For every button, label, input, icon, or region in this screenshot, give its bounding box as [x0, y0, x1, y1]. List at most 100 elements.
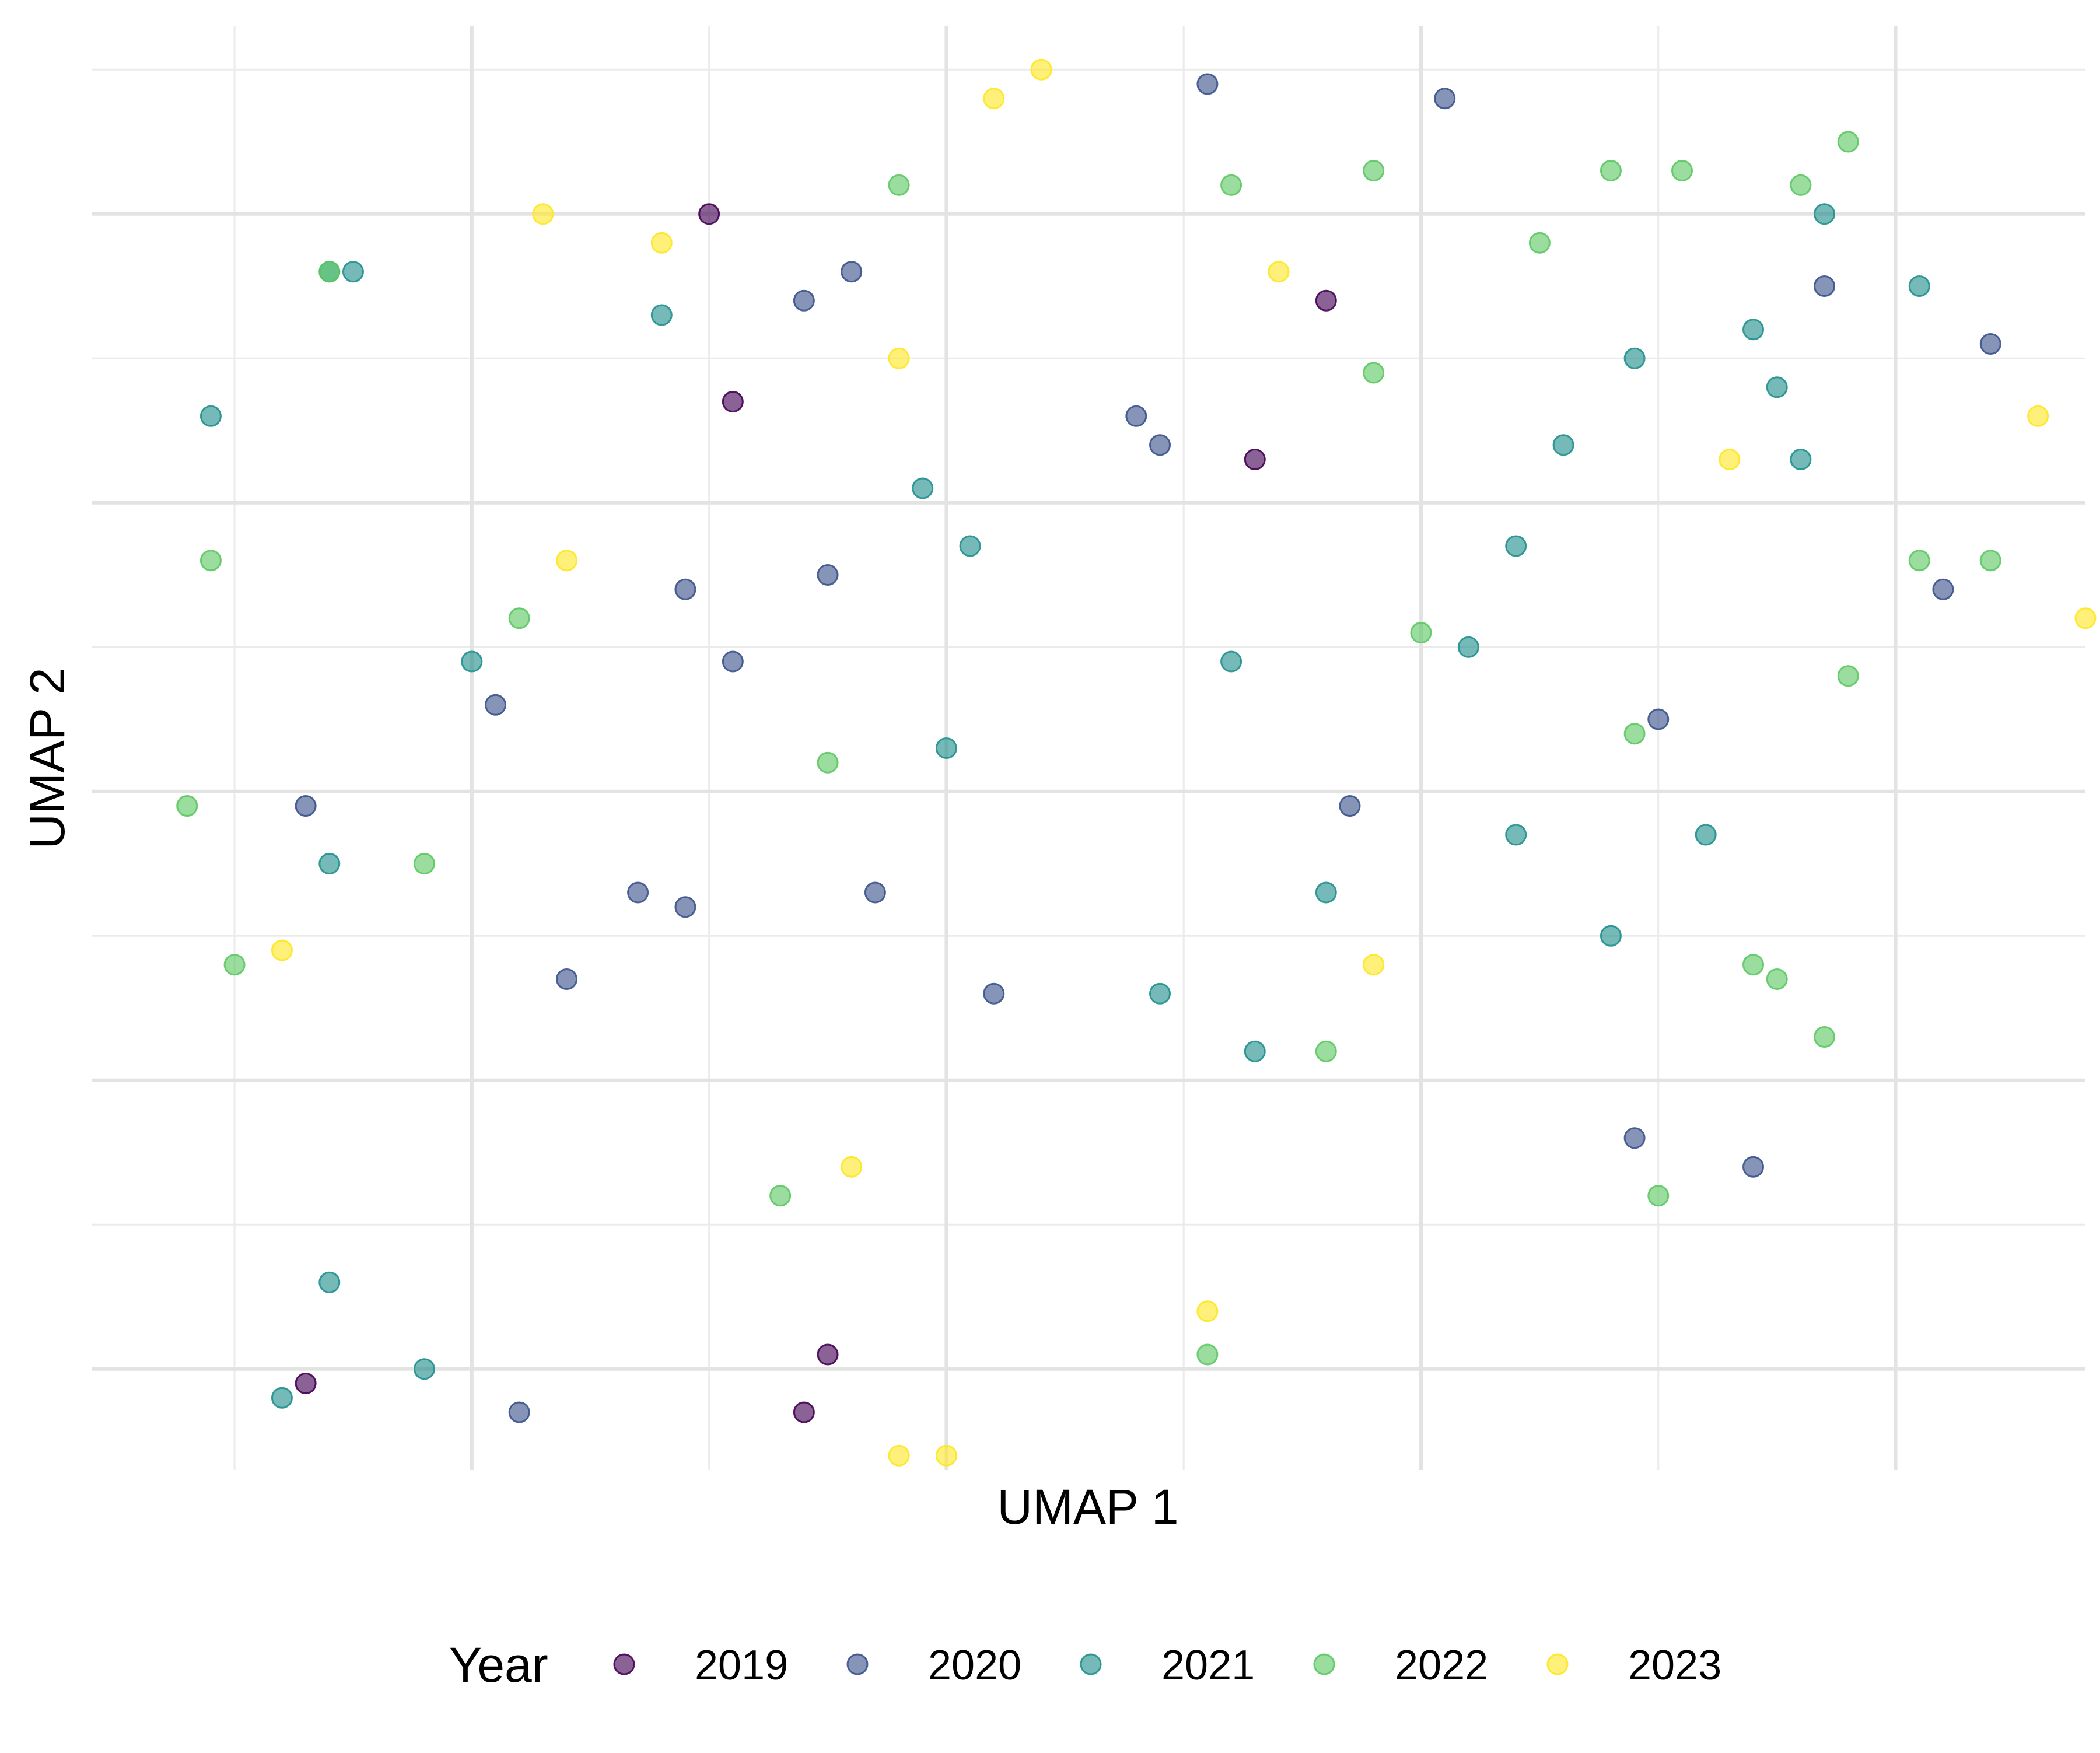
point-2021	[200, 405, 222, 427]
point-2020	[627, 881, 649, 904]
point-2022	[414, 853, 435, 874]
point-2022	[1528, 232, 1550, 254]
point-2021	[650, 304, 673, 326]
legend-item-2021: 2021	[1080, 1642, 1255, 1689]
point-2021	[1552, 434, 1574, 456]
legend-item-2023: 2023	[1546, 1642, 1721, 1689]
point-2020	[1814, 275, 1836, 297]
point-2021	[461, 650, 483, 673]
point-2022	[1837, 665, 1859, 687]
legend-item-2019: 2019	[613, 1642, 788, 1689]
point-2022	[1315, 1040, 1337, 1062]
point-2019	[295, 1373, 317, 1394]
point-2021	[1908, 275, 1930, 297]
legend-label: 2023	[1628, 1642, 1721, 1689]
point-2022	[1790, 174, 1812, 196]
legend-swatch	[846, 1653, 869, 1675]
point-2019	[722, 391, 744, 412]
point-2023	[935, 1444, 957, 1467]
point-2020	[722, 650, 744, 673]
point-2023	[1196, 1300, 1219, 1322]
point-2021	[342, 261, 364, 283]
point-2023	[841, 1156, 863, 1178]
point-2023	[1363, 954, 1385, 976]
point-2022	[888, 174, 910, 196]
legend-title: Year	[449, 1637, 548, 1692]
point-2020	[1149, 434, 1171, 456]
point-2021	[1457, 636, 1479, 658]
point-2020	[864, 881, 886, 904]
point-2021	[1790, 449, 1812, 470]
point-2022	[1600, 160, 1622, 181]
point-2022	[1410, 622, 1432, 643]
point-2021	[1505, 824, 1527, 846]
point-2023	[2074, 607, 2096, 629]
point-2022	[1979, 550, 2001, 572]
legend: Year 2019 2020 2021 2022 2023	[449, 1637, 1721, 1692]
point-2023	[2027, 405, 2049, 427]
point-2021	[414, 1358, 435, 1380]
point-2020	[1932, 578, 1954, 600]
data-points	[176, 58, 2096, 1467]
legend-label: 2022	[1395, 1642, 1488, 1689]
point-2020	[1339, 795, 1361, 817]
point-2023	[888, 347, 910, 369]
point-2022	[1814, 1026, 1836, 1048]
point-2021	[1695, 824, 1717, 846]
point-2021	[1742, 319, 1764, 341]
point-2021	[1600, 925, 1622, 947]
legend-label: 2020	[928, 1642, 1021, 1689]
point-2023	[556, 550, 578, 572]
point-2022	[1766, 968, 1788, 990]
point-2020	[674, 578, 696, 600]
point-2023	[888, 1444, 910, 1467]
legend-swatch	[1080, 1653, 1102, 1675]
legend-items: 2019 2020 2021 2022 2023	[613, 1642, 1721, 1689]
y-axis-label: UMAP 2	[20, 667, 75, 849]
point-2020	[1623, 1127, 1646, 1149]
legend-label: 2021	[1161, 1642, 1255, 1689]
point-2022	[1623, 723, 1646, 745]
point-2022	[769, 1185, 792, 1207]
point-2022	[1647, 1185, 1670, 1207]
point-2020	[1742, 1156, 1764, 1178]
point-2023	[1030, 58, 1052, 81]
point-2020	[1979, 333, 2001, 355]
point-2021	[912, 477, 934, 499]
point-2022	[318, 261, 341, 283]
legend-swatch	[1313, 1653, 1335, 1675]
point-2019	[698, 203, 720, 225]
point-2020	[485, 694, 507, 716]
point-2023	[271, 939, 293, 961]
point-2020	[1434, 88, 1456, 110]
point-2019	[1244, 449, 1266, 470]
point-2020	[983, 982, 1005, 1005]
legend-label: 2019	[695, 1642, 788, 1689]
point-2019	[1315, 289, 1337, 312]
point-2023	[983, 88, 1005, 110]
point-2022	[1196, 1343, 1219, 1366]
point-2021	[935, 737, 957, 759]
point-2021	[318, 853, 341, 874]
point-2022	[200, 550, 222, 572]
point-2023	[1718, 449, 1741, 470]
point-2022	[508, 607, 530, 629]
legend-swatch	[613, 1653, 635, 1675]
point-2022	[1220, 174, 1242, 196]
point-2022	[1742, 954, 1764, 976]
point-2022	[1671, 160, 1693, 181]
point-2020	[556, 968, 578, 990]
point-2019	[817, 1343, 839, 1366]
point-2021	[318, 1271, 341, 1293]
point-2023	[1268, 261, 1290, 283]
point-2021	[1814, 203, 1836, 225]
point-2022	[176, 795, 198, 817]
point-2021	[1220, 650, 1242, 673]
point-2022	[1363, 362, 1385, 384]
point-2020	[817, 564, 839, 586]
point-2020	[1125, 405, 1147, 427]
point-2021	[1149, 982, 1171, 1005]
point-2022	[1908, 550, 1930, 572]
